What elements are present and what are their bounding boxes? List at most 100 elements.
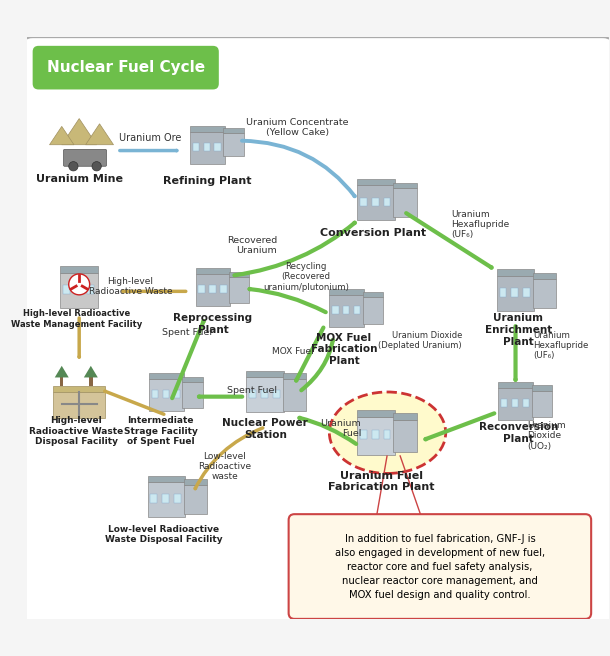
Text: MOX Fuel
Fabrication
Plant: MOX Fuel Fabrication Plant: [310, 333, 377, 366]
Text: Spent Fuel: Spent Fuel: [162, 328, 212, 337]
Bar: [371, 197, 379, 207]
Bar: [393, 182, 417, 188]
Bar: [220, 285, 226, 293]
Bar: [384, 430, 390, 440]
Bar: [343, 306, 350, 314]
Text: Uranium Fuel
Fabrication Plant: Uranium Fuel Fabrication Plant: [328, 470, 435, 492]
Bar: [149, 373, 184, 379]
Bar: [512, 399, 518, 407]
Text: Refining Plant: Refining Plant: [163, 176, 251, 186]
Bar: [229, 272, 249, 277]
Text: Uranium Concentrate
(Yellow Cake): Uranium Concentrate (Yellow Cake): [246, 117, 348, 137]
Bar: [283, 373, 306, 379]
Bar: [498, 388, 533, 420]
Bar: [533, 273, 556, 279]
Bar: [148, 482, 185, 517]
Bar: [498, 382, 533, 388]
FancyBboxPatch shape: [33, 46, 219, 89]
Text: High-level
Radioactive Waste
Disposal Facility: High-level Radioactive Waste Disposal Fa…: [29, 417, 123, 446]
Bar: [523, 399, 529, 407]
Polygon shape: [85, 124, 113, 145]
Bar: [357, 186, 395, 220]
Circle shape: [69, 161, 78, 171]
Bar: [357, 410, 395, 417]
Bar: [332, 306, 339, 314]
Polygon shape: [49, 127, 74, 145]
Polygon shape: [84, 366, 98, 377]
Bar: [190, 126, 224, 132]
Bar: [531, 385, 552, 390]
Bar: [363, 297, 383, 323]
Text: Conversion Plant: Conversion Plant: [320, 228, 426, 238]
Text: Uranium
Fuel: Uranium Fuel: [321, 419, 361, 438]
Bar: [357, 179, 395, 186]
Text: Reprocessing
Plant: Reprocessing Plant: [173, 314, 253, 335]
Bar: [174, 495, 181, 503]
Bar: [87, 285, 93, 294]
Bar: [354, 306, 361, 314]
Bar: [209, 285, 216, 293]
Bar: [501, 399, 508, 407]
Bar: [60, 273, 98, 308]
Text: MOX Fuel: MOX Fuel: [272, 347, 314, 356]
Bar: [190, 132, 224, 163]
Circle shape: [92, 161, 101, 171]
Bar: [360, 430, 367, 440]
Bar: [89, 377, 93, 386]
Bar: [193, 143, 199, 151]
Bar: [246, 371, 284, 377]
Bar: [497, 276, 534, 310]
Bar: [151, 495, 157, 503]
Bar: [273, 390, 280, 398]
Bar: [329, 295, 364, 327]
Bar: [523, 288, 530, 297]
Bar: [196, 274, 231, 306]
Text: High-level
Radioactive Waste: High-level Radioactive Waste: [88, 277, 172, 297]
Text: Low-level Radioactive
Waste Disposal Facility: Low-level Radioactive Waste Disposal Fac…: [105, 525, 223, 544]
Bar: [363, 292, 383, 297]
Text: Uranium
Enrichment
Plant: Uranium Enrichment Plant: [485, 314, 552, 346]
Bar: [511, 288, 518, 297]
Text: High-level Radioactive
Waste Management Facility: High-level Radioactive Waste Management …: [10, 310, 142, 329]
Bar: [215, 143, 221, 151]
Text: Uranium Mine: Uranium Mine: [36, 174, 123, 184]
Ellipse shape: [329, 392, 446, 474]
Bar: [357, 417, 395, 455]
Bar: [152, 390, 158, 398]
Bar: [500, 288, 506, 297]
Bar: [384, 197, 390, 207]
Bar: [249, 390, 256, 398]
Bar: [182, 377, 203, 382]
Polygon shape: [62, 119, 96, 145]
Bar: [196, 268, 231, 274]
Bar: [533, 279, 556, 308]
Bar: [184, 480, 207, 485]
Bar: [174, 390, 180, 398]
Bar: [63, 285, 70, 294]
Bar: [53, 386, 106, 392]
Bar: [163, 390, 169, 398]
Bar: [531, 390, 552, 417]
Bar: [182, 382, 203, 408]
Text: Recovered
Uranium: Recovered Uranium: [227, 236, 277, 255]
Text: Uranium
Hexaflupride
(UF₆): Uranium Hexaflupride (UF₆): [451, 209, 510, 239]
Bar: [75, 285, 82, 294]
Bar: [60, 266, 98, 273]
Bar: [149, 379, 184, 411]
Bar: [283, 379, 306, 411]
Bar: [148, 476, 185, 482]
Bar: [360, 197, 367, 207]
FancyBboxPatch shape: [21, 37, 610, 625]
Bar: [223, 133, 243, 156]
Text: In addition to fuel fabrication, GNF-J is
also engaged in development of new fue: In addition to fuel fabrication, GNF-J i…: [335, 533, 545, 600]
FancyBboxPatch shape: [53, 392, 106, 418]
Polygon shape: [55, 366, 69, 377]
Bar: [393, 413, 417, 420]
Text: Low-level
Radioactive
waste: Low-level Radioactive waste: [198, 451, 251, 482]
Bar: [184, 485, 207, 514]
FancyBboxPatch shape: [289, 514, 591, 619]
Circle shape: [69, 274, 90, 295]
Text: Uranium Ore: Uranium Ore: [119, 133, 181, 144]
Text: Nuclear Power
Station: Nuclear Power Station: [223, 418, 308, 440]
Bar: [261, 390, 268, 398]
